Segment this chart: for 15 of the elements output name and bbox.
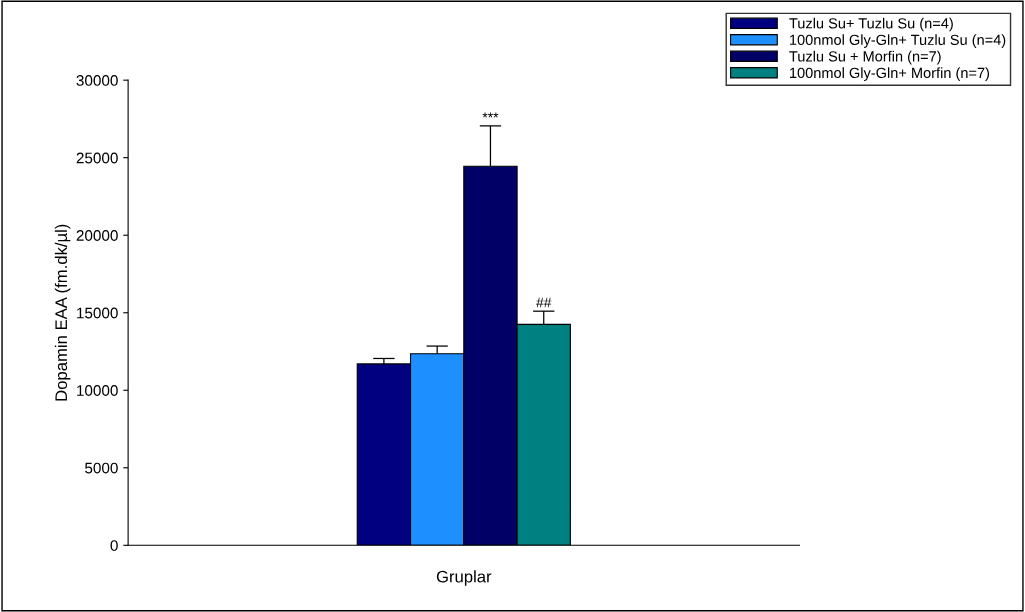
y-tick-label: 25000 — [76, 152, 118, 164]
legend-label: 100nmol Gly-Gln+ Morfin (n=7) — [790, 67, 990, 81]
y-tick-label: 30000 — [76, 75, 118, 86]
legend-label: Tuzlu Su + Morfin (n=7) — [789, 50, 941, 65]
y-tick-label: 0 — [110, 540, 118, 551]
y-axis-title: Dopamin EAA (fm.dk/µl) — [54, 224, 71, 401]
y-tick-label: 15000 — [77, 307, 118, 319]
y-tick-label: 20000 — [76, 230, 118, 241]
annotation: ## — [536, 297, 552, 308]
annotation: *** — [482, 112, 499, 118]
y-tick-label: 10000 — [77, 385, 118, 396]
y-tick-label: 5000 — [85, 462, 118, 474]
legend-label: 100nmol Gly-Gln+ Tuzlu Su (n=4) — [790, 34, 1006, 48]
legend-label: Tuzlu Su+ Tuzlu Su (n=4) — [789, 17, 953, 32]
x-axis-title: Gruplar — [436, 570, 492, 586]
